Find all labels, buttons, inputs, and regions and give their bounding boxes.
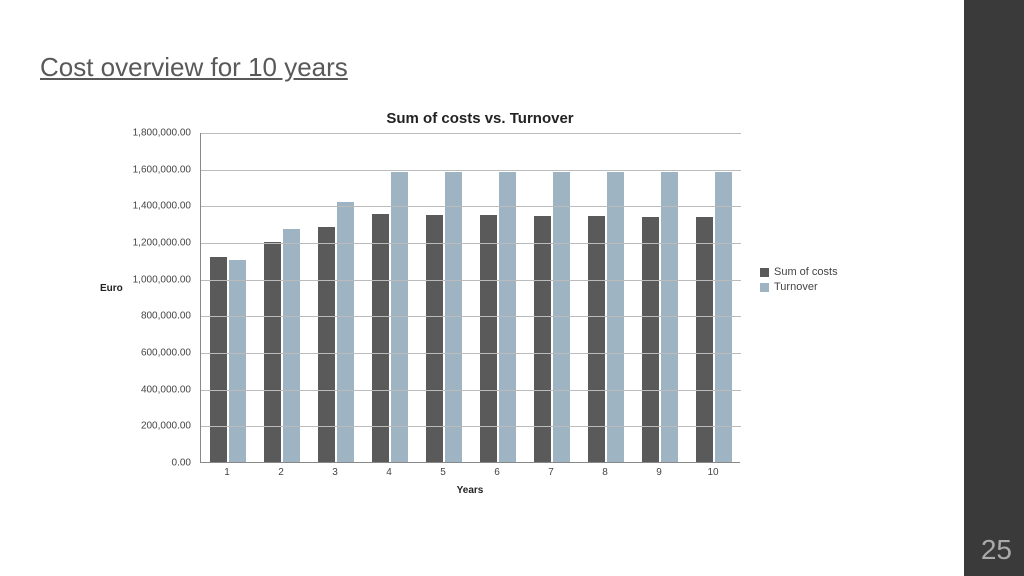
- x-axis-labels: 12345678910: [200, 467, 740, 481]
- legend-label: Sum of costs: [774, 266, 838, 278]
- bar-costs: [588, 216, 605, 462]
- grid-line: [201, 133, 741, 134]
- plot-area: [200, 133, 740, 463]
- chart-body: Euro 0.00200,000.00400,000.00600,000.008…: [100, 133, 860, 493]
- x-tick-label: 5: [416, 467, 470, 478]
- legend-label: Turnover: [774, 281, 818, 293]
- grid-line: [201, 170, 741, 171]
- x-tick-label: 6: [470, 467, 524, 478]
- legend: Sum of costs Turnover: [760, 263, 838, 296]
- grid-line: [201, 316, 741, 317]
- x-tick-label: 10: [686, 467, 740, 478]
- page-number: 25: [981, 534, 1012, 566]
- grid-line: [201, 353, 741, 354]
- y-tick-label: 400,000.00: [141, 384, 191, 395]
- bar-costs: [696, 217, 713, 462]
- bar-turnover: [337, 202, 354, 462]
- x-tick-label: 2: [254, 467, 308, 478]
- grid-line: [201, 426, 741, 427]
- legend-item-turnover: Turnover: [760, 281, 838, 293]
- bar-costs: [210, 257, 227, 462]
- x-axis-title: Years: [200, 485, 740, 496]
- slide: 25 Cost overview for 10 years Sum of cos…: [0, 0, 1024, 576]
- bar-costs: [426, 215, 443, 463]
- page-title: Cost overview for 10 years: [40, 52, 348, 83]
- y-tick-label: 1,200,000.00: [133, 238, 191, 249]
- legend-swatch-icon: [760, 268, 769, 277]
- y-tick-label: 1,400,000.00: [133, 201, 191, 212]
- bar-turnover: [229, 260, 246, 462]
- y-tick-label: 600,000.00: [141, 348, 191, 359]
- legend-item-costs: Sum of costs: [760, 266, 838, 278]
- y-tick-label: 800,000.00: [141, 311, 191, 322]
- y-tick-label: 1,000,000.00: [133, 274, 191, 285]
- x-tick-label: 7: [524, 467, 578, 478]
- bar-costs: [642, 217, 659, 462]
- x-tick-label: 1: [200, 467, 254, 478]
- grid-line: [201, 243, 741, 244]
- legend-swatch-icon: [760, 283, 769, 292]
- grid-line: [201, 390, 741, 391]
- x-tick-label: 4: [362, 467, 416, 478]
- y-tick-label: 200,000.00: [141, 421, 191, 432]
- y-tick-label: 1,800,000.00: [133, 128, 191, 139]
- bars-layer: [201, 132, 741, 462]
- bar-costs: [480, 215, 497, 462]
- bar-costs: [264, 242, 281, 462]
- y-tick-label: 1,600,000.00: [133, 164, 191, 175]
- y-tick-label: 0.00: [172, 458, 191, 469]
- grid-line: [201, 280, 741, 281]
- side-stripe: [964, 0, 1024, 576]
- chart-title: Sum of costs vs. Turnover: [100, 110, 860, 127]
- chart-container: Sum of costs vs. Turnover Euro 0.00200,0…: [100, 110, 860, 530]
- x-tick-label: 8: [578, 467, 632, 478]
- bar-costs: [372, 214, 389, 462]
- x-tick-label: 3: [308, 467, 362, 478]
- grid-line: [201, 206, 741, 207]
- x-tick-label: 9: [632, 467, 686, 478]
- bar-costs: [534, 216, 551, 462]
- y-axis-labels: 0.00200,000.00400,000.00600,000.00800,00…: [100, 133, 195, 463]
